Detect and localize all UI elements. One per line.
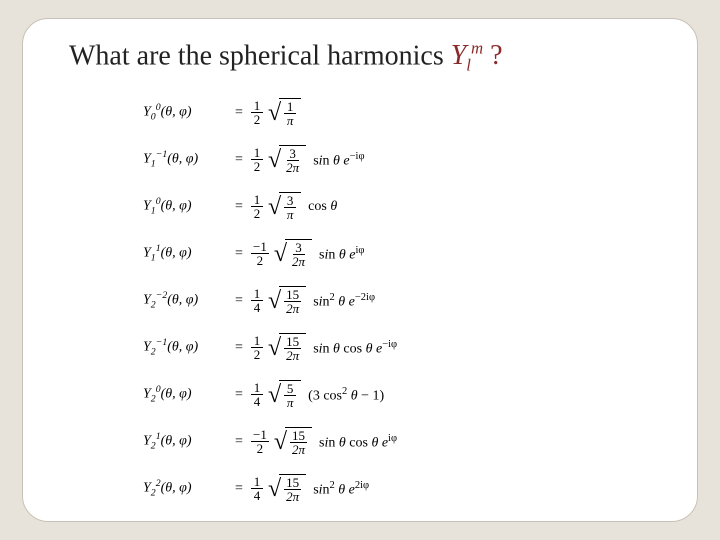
title-text-before: What are the spherical harmonics <box>69 40 451 71</box>
coef-fraction: 12 <box>251 99 263 127</box>
radicand-fraction: 1π <box>284 100 296 128</box>
radicand-fraction: 3π <box>284 194 296 222</box>
equation-row: Y22(θ, φ)=14√152π sin2 θ e2iφ <box>143 470 657 508</box>
equals-sign: = <box>229 435 249 449</box>
eq-lhs: Y2−2(θ, φ) <box>143 291 229 310</box>
equals-sign: = <box>229 200 249 214</box>
equation-row: Y2−1(θ, φ)=12√152π sin θ cos θ e−iφ <box>143 329 657 367</box>
eq-lhs: Y00(θ, φ) <box>143 103 229 122</box>
equation-row: Y00(θ, φ)=12√1π <box>143 94 657 132</box>
coef-fraction: 12 <box>251 193 263 221</box>
coef-fraction: −12 <box>251 240 269 268</box>
eq-rhs: 12√1π <box>249 98 308 128</box>
coef-fraction: 12 <box>251 146 263 174</box>
eq-lhs: Y21(θ, φ) <box>143 432 229 451</box>
coef-fraction: −12 <box>251 428 269 456</box>
sqrt: √152π <box>268 333 306 363</box>
equals-sign: = <box>229 106 249 120</box>
sqrt: √32π <box>268 145 306 175</box>
equals-sign: = <box>229 482 249 496</box>
eq-lhs: Y11(θ, φ) <box>143 244 229 263</box>
equation-row: Y20(θ, φ)=14√5π (3 cos2 θ − 1) <box>143 376 657 414</box>
sqrt: √152π <box>274 427 312 457</box>
sqrt: √32π <box>274 239 312 269</box>
coef-fraction: 14 <box>251 287 263 315</box>
eq-rhs: 12√3π cos θ <box>249 192 337 222</box>
title-symbol: Ylm ? <box>451 40 503 71</box>
equation-row: Y10(θ, φ)=12√3π cos θ <box>143 188 657 226</box>
sqrt: √1π <box>268 98 301 128</box>
eq-tail: sin θ cos θ eiφ <box>319 434 397 451</box>
eq-rhs: 14√5π (3 cos2 θ − 1) <box>249 380 384 410</box>
sqrt: √5π <box>268 380 301 410</box>
radicand-fraction: 5π <box>284 382 296 410</box>
equals-sign: = <box>229 247 249 261</box>
eq-lhs: Y10(θ, φ) <box>143 197 229 216</box>
coef-fraction: 14 <box>251 381 263 409</box>
eq-lhs: Y20(θ, φ) <box>143 385 229 404</box>
slide-title: What are the spherical harmonics Ylm ? <box>63 39 657 76</box>
radicand-fraction: 152π <box>284 335 301 363</box>
eq-tail: sin θ cos θ e−iφ <box>313 340 397 357</box>
eq-tail: sin θ eiφ <box>319 246 364 263</box>
eq-rhs: 12√32π sin θ e−iφ <box>249 145 365 175</box>
radicand-fraction: 152π <box>284 288 301 316</box>
eq-rhs: 14√152π sin2 θ e2iφ <box>249 474 369 504</box>
equals-sign: = <box>229 153 249 167</box>
eq-tail: sin2 θ e−2iφ <box>313 293 375 310</box>
equation-list: Y00(θ, φ)=12√1πY1−1(θ, φ)=12√32πsin θ e−… <box>63 94 657 508</box>
eq-lhs: Y22(θ, φ) <box>143 479 229 498</box>
equation-row: Y2−2(θ, φ)=14√152π sin2 θ e−2iφ <box>143 282 657 320</box>
eq-rhs: −12 √32π sin θ eiφ <box>249 239 364 269</box>
equals-sign: = <box>229 388 249 402</box>
equation-row: Y11(θ, φ)=−12 √32π sin θ eiφ <box>143 235 657 273</box>
radicand-fraction: 152π <box>284 476 301 504</box>
eq-tail: sin θ e−iφ <box>313 152 364 169</box>
eq-rhs: 14√152π sin2 θ e−2iφ <box>249 286 375 316</box>
slide-card: What are the spherical harmonics Ylm ? Y… <box>22 18 698 522</box>
eq-tail: cos θ <box>308 200 337 214</box>
radicand-fraction: 32π <box>284 147 301 175</box>
coef-fraction: 12 <box>251 334 263 362</box>
equals-sign: = <box>229 341 249 355</box>
equals-sign: = <box>229 294 249 308</box>
eq-rhs: −12 √152π sin θ cos θ eiφ <box>249 427 397 457</box>
eq-lhs: Y2−1(θ, φ) <box>143 338 229 357</box>
radicand-fraction: 32π <box>290 241 307 269</box>
sqrt: √3π <box>268 192 301 222</box>
eq-tail: (3 cos2 θ − 1) <box>308 387 384 404</box>
sqrt: √152π <box>268 286 306 316</box>
sqrt: √152π <box>268 474 306 504</box>
eq-rhs: 12√152π sin θ cos θ e−iφ <box>249 333 397 363</box>
coef-fraction: 14 <box>251 475 263 503</box>
equation-row: Y1−1(θ, φ)=12√32π sin θ e−iφ <box>143 141 657 179</box>
equation-row: Y21(θ, φ)=−12 √152π sin θ cos θ eiφ <box>143 423 657 461</box>
eq-lhs: Y1−1(θ, φ) <box>143 150 229 169</box>
eq-tail: sin2 θ e2iφ <box>313 481 369 498</box>
radicand-fraction: 152π <box>290 429 307 457</box>
